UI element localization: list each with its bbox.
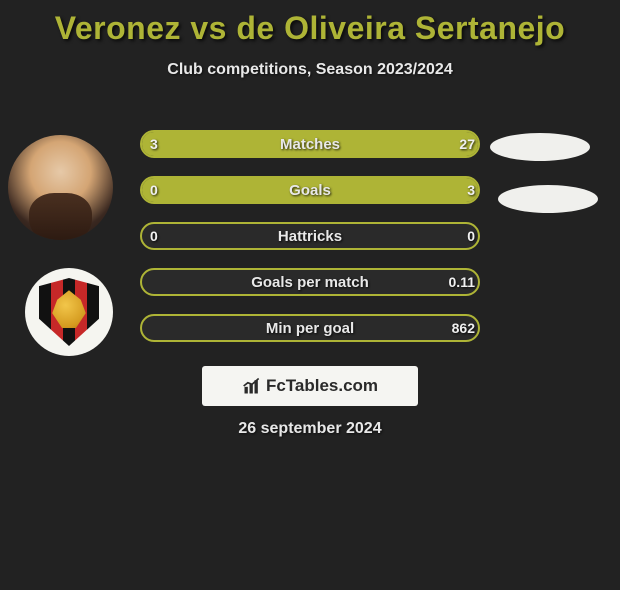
stat-value-right: 0 xyxy=(430,222,475,250)
stat-value-right: 0.11 xyxy=(430,268,475,296)
stat-row: Min per goal862 xyxy=(0,314,620,342)
stat-value-left: 0 xyxy=(150,222,190,250)
stat-row: Matches3 27 xyxy=(0,130,620,158)
stat-value-right: 3 xyxy=(430,176,475,204)
stat-row: Goals0 3 xyxy=(0,176,620,204)
stat-label: Goals xyxy=(140,176,480,204)
stat-label: Min per goal xyxy=(140,314,480,342)
page-title: Veronez vs de Oliveira Sertanejo xyxy=(0,10,620,47)
stat-label: Goals per match xyxy=(140,268,480,296)
stat-row: Hattricks0 0 xyxy=(0,222,620,250)
stat-value-left: 3 xyxy=(150,130,190,158)
stat-row: Goals per match0.11 xyxy=(0,268,620,296)
source-logo-text: FcTables.com xyxy=(266,376,378,396)
source-logo: FcTables.com xyxy=(202,366,418,406)
chart-icon xyxy=(242,376,262,396)
stat-value-right: 862 xyxy=(430,314,475,342)
stat-value-right: 27 xyxy=(430,130,475,158)
stat-label: Matches xyxy=(140,130,480,158)
stat-label: Hattricks xyxy=(140,222,480,250)
stat-value-left: 0 xyxy=(150,176,190,204)
subtitle: Club competitions, Season 2023/2024 xyxy=(0,61,620,79)
stat-value-left xyxy=(150,314,190,342)
date-text: 26 september 2024 xyxy=(0,420,620,438)
stats-bars: Matches327Goals03Hattricks00Goals per ma… xyxy=(0,130,620,360)
stat-value-left xyxy=(150,268,190,296)
